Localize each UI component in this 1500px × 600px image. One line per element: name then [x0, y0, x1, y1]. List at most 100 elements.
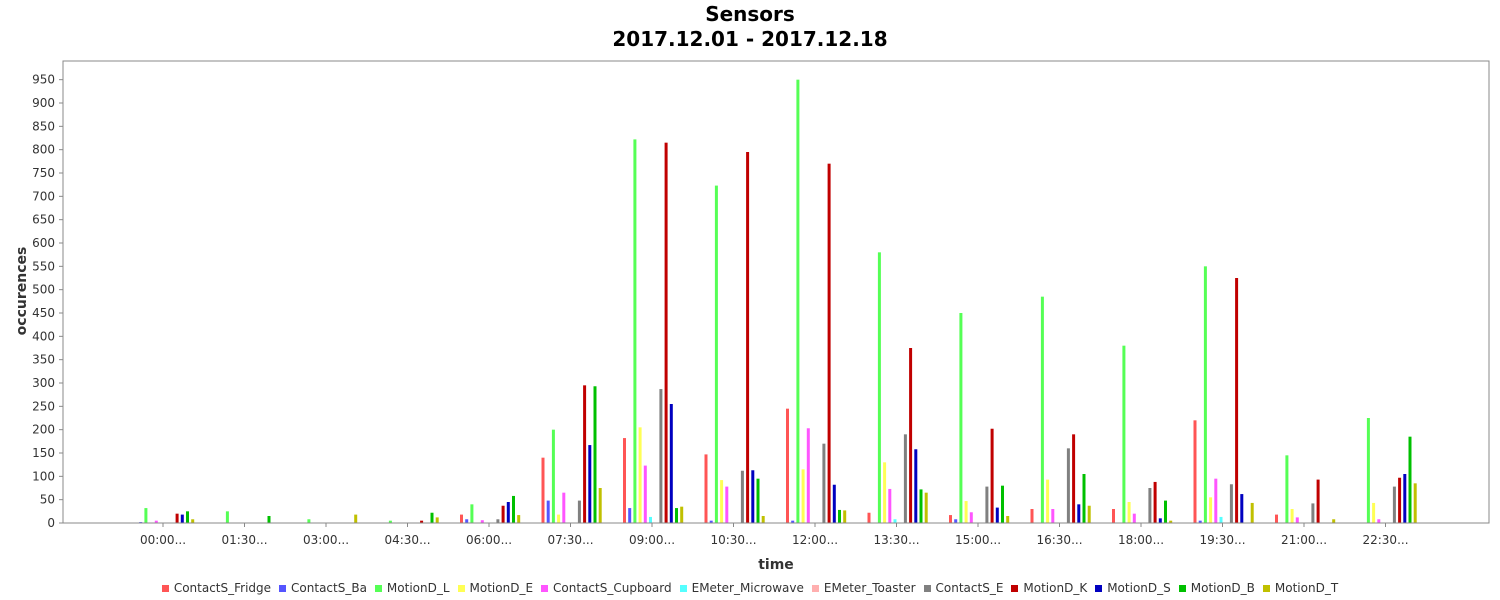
y-tick-label: 800 — [32, 143, 55, 157]
bar — [1132, 513, 1136, 523]
x-tick-label: 06:00... — [466, 533, 512, 547]
bar — [623, 438, 626, 523]
bar — [827, 163, 831, 523]
x-tick-label: 22:30... — [1362, 533, 1408, 547]
bar — [1275, 514, 1278, 523]
x-tick-label: 19:30... — [1199, 533, 1245, 547]
y-tick-label: 450 — [32, 306, 55, 320]
chart-subtitle: 2017.12.01 - 2017.12.18 — [612, 27, 888, 51]
legend-label: EMeter_Toaster — [823, 581, 916, 595]
bar — [480, 520, 484, 523]
legend-label: MotionD_E — [469, 581, 534, 595]
plot-frame — [62, 60, 1490, 524]
bar — [990, 428, 994, 523]
bar — [506, 502, 510, 523]
bar — [669, 404, 673, 523]
legend-item: MotionD_L — [374, 581, 450, 595]
bar — [546, 500, 550, 523]
bar — [985, 486, 989, 523]
bar — [1316, 479, 1320, 523]
bar — [801, 469, 805, 523]
bar — [1398, 477, 1402, 523]
bar — [838, 509, 841, 523]
bar — [969, 512, 973, 523]
legend-label: MotionD_K — [1023, 581, 1088, 595]
bar — [541, 457, 545, 523]
bar — [512, 495, 515, 523]
bar — [1203, 266, 1207, 523]
x-axis: 00:00... 01:30... 03:00... 04:30... 06:00...… — [63, 522, 1489, 547]
bar — [832, 484, 836, 523]
bar — [1413, 483, 1417, 523]
bar — [964, 501, 968, 523]
y-tick-label: 900 — [32, 96, 55, 110]
bar — [435, 517, 439, 523]
bar — [1164, 500, 1167, 523]
bar — [1235, 278, 1239, 523]
plot-area — [62, 60, 1490, 524]
legend-item: MotionD_B — [1178, 581, 1255, 595]
bar — [888, 488, 892, 523]
bar — [562, 492, 566, 523]
bar — [1408, 436, 1412, 523]
bar — [583, 385, 587, 523]
bar — [1087, 505, 1091, 523]
x-tick-label: 12:00... — [792, 533, 838, 547]
x-tick-label: 13:30... — [873, 533, 919, 547]
bar — [144, 508, 148, 523]
bar — [903, 434, 907, 523]
legend-item: ContactS_Ba — [279, 581, 367, 595]
y-tick-label: 150 — [32, 446, 55, 460]
bar — [1112, 509, 1115, 523]
x-tick-label: 03:00... — [303, 533, 349, 547]
y-tick-label: 250 — [32, 399, 55, 413]
bar — [420, 520, 424, 523]
bar — [714, 185, 718, 523]
bar-chart: 0 50 100 150 200 250 300 350 400 450 500 550 600 650 7… — [14, 60, 1490, 573]
bar — [1219, 516, 1223, 523]
bar — [1122, 345, 1126, 523]
bar — [465, 519, 469, 523]
bar — [598, 488, 602, 523]
legend-item: MotionD_T — [1262, 581, 1339, 595]
bar — [638, 427, 642, 523]
x-tick-label: 21:00... — [1281, 533, 1327, 547]
bar — [1311, 503, 1315, 523]
bar — [649, 516, 652, 523]
y-tick-label: 750 — [32, 166, 55, 180]
bar — [867, 512, 871, 523]
bar — [1040, 296, 1044, 523]
bar — [1209, 497, 1213, 523]
bar — [877, 252, 881, 524]
y-tick-label: 950 — [32, 73, 55, 87]
bar — [1377, 519, 1381, 523]
bar — [680, 506, 684, 523]
bar — [914, 449, 918, 523]
bar — [267, 516, 271, 523]
bar — [307, 519, 311, 523]
bar — [1250, 502, 1254, 523]
bar — [995, 507, 999, 523]
y-tick-label: 200 — [32, 423, 55, 437]
bar — [1066, 448, 1070, 523]
bar — [633, 139, 637, 523]
legend-label: ContactS_Cupboard — [553, 581, 672, 595]
bar — [175, 513, 179, 523]
legend-item: ContactS_E — [923, 581, 1003, 595]
x-tick-label: 04:30... — [384, 533, 430, 547]
bar — [675, 508, 678, 523]
legend: ContactS_Fridge ContactS_Ba MotionD_L Motio… — [0, 581, 1500, 595]
legend-swatch — [1011, 585, 1019, 592]
legend-swatch — [1095, 585, 1103, 592]
bar — [1072, 434, 1076, 523]
bar — [1153, 481, 1157, 523]
bar — [354, 514, 358, 523]
legend-label: MotionD_T — [1274, 581, 1339, 595]
bar — [517, 515, 521, 523]
bar — [756, 478, 760, 523]
legend-item: EMeter_Toaster — [811, 581, 916, 595]
bar — [388, 520, 392, 523]
bar — [659, 389, 663, 523]
bar — [924, 492, 928, 523]
y-tick-label: 400 — [32, 329, 55, 343]
